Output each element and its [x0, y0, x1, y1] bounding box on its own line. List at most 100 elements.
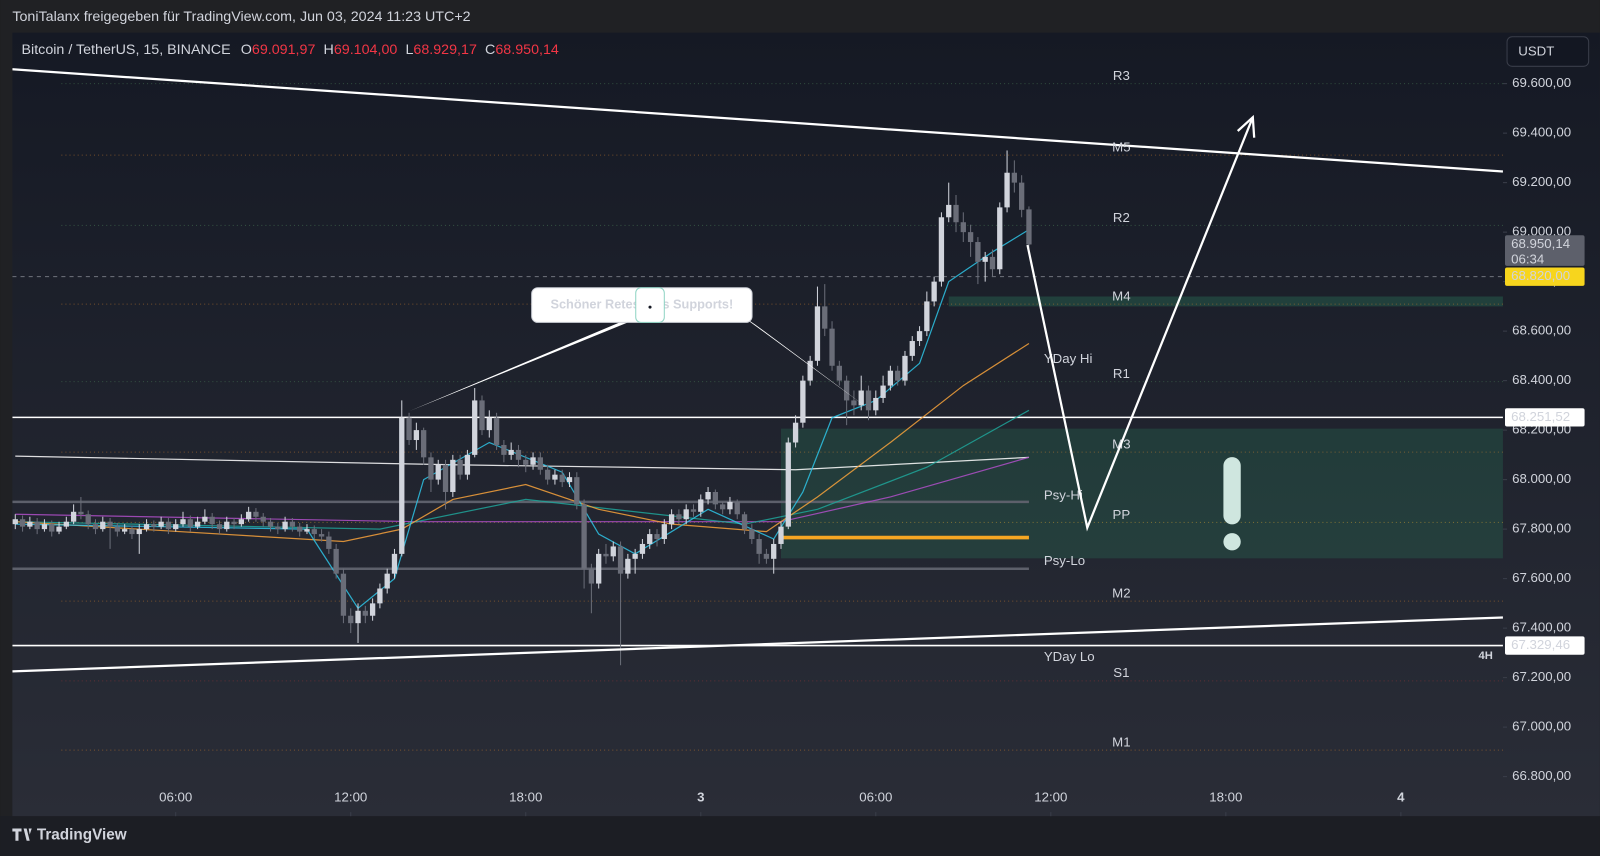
candle-body [712, 491, 719, 505]
candle-body [843, 380, 850, 401]
currency-button[interactable] [1506, 36, 1590, 67]
candle-body [552, 474, 558, 480]
y-tick-label: 67.600,00 [1512, 570, 1571, 585]
candle-body [355, 610, 361, 624]
y-tick-label: 67.800,00 [1512, 521, 1571, 536]
candle-body [180, 519, 186, 525]
x-tick-label: 4 [1397, 789, 1405, 804]
candle-body [822, 306, 828, 329]
candle-body [654, 534, 660, 540]
candle-body [727, 501, 733, 510]
cursor-box [635, 287, 665, 323]
x-tick-label: 3 [697, 789, 704, 804]
pivot-label: R2 [1113, 210, 1130, 225]
candle-body [311, 529, 317, 535]
candle-body [523, 459, 529, 465]
x-tick-label: 18:00 [509, 789, 542, 804]
level-tag: Psy-Lo [1044, 553, 1085, 568]
candle-body [581, 504, 587, 569]
candle-body [544, 469, 551, 480]
candle-body [836, 365, 842, 381]
candle-body [348, 615, 354, 624]
pivot-label: M1 [1112, 734, 1130, 749]
candle-body [690, 509, 697, 512]
candle-body [1018, 182, 1025, 210]
candle-body [158, 521, 164, 527]
y-tick-label: 66.800,00 [1512, 768, 1571, 783]
candle-body [151, 524, 157, 527]
candle-body [143, 524, 150, 530]
price-label-box [1505, 408, 1585, 427]
candle-body [931, 281, 937, 302]
candle-body [173, 524, 179, 530]
candle-body [880, 385, 886, 398]
candle-body [698, 499, 704, 512]
candle-body [78, 511, 84, 515]
candle-body [851, 400, 857, 406]
y-tick-label: 67.400,00 [1512, 620, 1571, 635]
candle-body [603, 553, 609, 557]
candle-body [902, 355, 908, 381]
candle-body [734, 501, 740, 515]
candle-body [49, 524, 55, 532]
candle-body [282, 521, 288, 530]
candle-body [967, 232, 974, 243]
candle-body [596, 553, 602, 584]
candle-body [588, 568, 595, 584]
candle-body [413, 430, 420, 441]
candle-body [639, 543, 646, 554]
candle-body [610, 546, 616, 557]
currency[interactable]: USDT [1518, 44, 1554, 59]
candle-body [865, 390, 872, 411]
y-tick-label: 69.200,00 [1512, 174, 1571, 189]
candle-body [209, 516, 215, 525]
arrow-head [1236, 114, 1256, 138]
legend-item: O [241, 42, 252, 58]
candle-body [369, 603, 376, 616]
candle-body [464, 454, 471, 475]
candle-body [41, 524, 48, 530]
candle-body [194, 521, 201, 527]
candle-body [362, 610, 368, 616]
trendline [12, 616, 1503, 673]
candle-body [253, 511, 259, 517]
level-tag: YDay Lo [1044, 649, 1095, 664]
candle-body [435, 464, 441, 480]
y-tick-label: 69.400,00 [1512, 125, 1571, 140]
candle-body [1011, 172, 1018, 183]
price-label-box [1505, 636, 1585, 655]
candle-body [70, 511, 77, 522]
candle-body [260, 516, 266, 522]
candle-body [771, 543, 777, 559]
candle-body [508, 449, 514, 455]
candle-body [829, 328, 835, 366]
pivot-label: M4 [1112, 289, 1130, 304]
pivot-label: R1 [1113, 366, 1130, 381]
legend-item: 68.950,14 [495, 42, 559, 58]
candle-body [661, 524, 667, 540]
candle-body [989, 256, 996, 270]
timeframe-tag: 4H [1478, 650, 1492, 662]
zone [948, 296, 1503, 307]
candle-body [756, 539, 762, 554]
legend-item: L [405, 42, 413, 58]
candle-body [136, 529, 142, 535]
candle-body [92, 524, 99, 530]
header-text: ToniTalanx freigegeben für TradingView.c… [12, 9, 470, 25]
candle-body [501, 444, 507, 455]
candle-body [909, 341, 915, 356]
y-tick-label: 69.000,00 [1512, 224, 1571, 239]
moving-average [15, 455, 1029, 471]
price-label: 67.329,46 [1511, 637, 1570, 652]
candle-body [1004, 172, 1010, 208]
candle-body [895, 370, 901, 381]
candle-body [304, 529, 310, 532]
candle-body [428, 457, 434, 480]
candle-body [741, 514, 748, 530]
price-label: 68.950,14 [1511, 236, 1570, 251]
y-tick-label: 68.600,00 [1512, 323, 1571, 338]
candle-body [960, 222, 966, 233]
candle-body [421, 430, 427, 458]
candle-body [807, 360, 813, 381]
candle-body [792, 422, 799, 443]
